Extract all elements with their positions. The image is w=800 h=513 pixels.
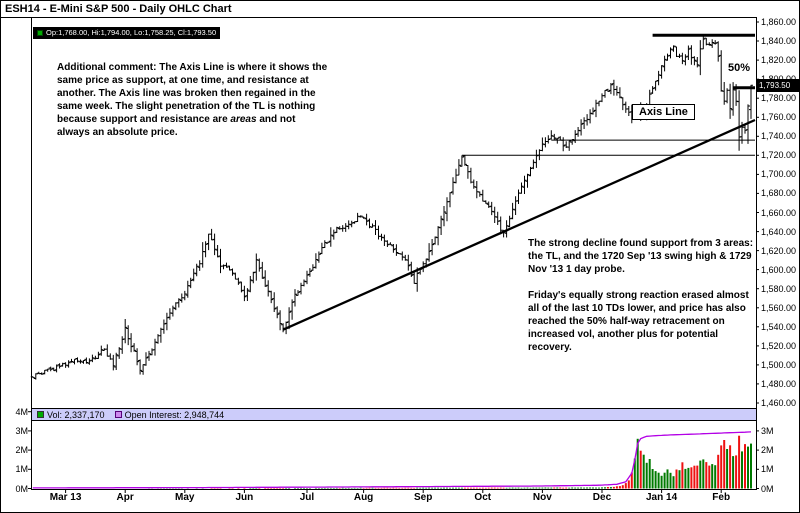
x-axis-month-label: Nov (532, 492, 552, 503)
price-axis-label: 1,460.00 (761, 398, 797, 408)
recovery-note: Friday's equally strong reaction erased … (528, 290, 749, 353)
price-axis-label: 1,520.00 (761, 340, 797, 351)
x-axis-month-label: Oct (474, 492, 492, 503)
comment-annotation: Additional comment: The Axis Line is whe… (57, 61, 329, 139)
open-interest-axis-label: 3M (761, 425, 774, 436)
x-axis-month-label: Mar 13 (49, 492, 82, 503)
price-axis-label: 1,760.00 (761, 112, 797, 123)
volume-axis-label: 4M (15, 406, 28, 417)
price-axis-label: 1,600.00 (761, 264, 797, 275)
price-axis-label: 1,500.00 (761, 359, 797, 370)
price-axis-label: 1,820.00 (761, 55, 797, 66)
volume-axis-label: 3M (15, 425, 28, 436)
price-axis-label: 1,540.00 (761, 321, 797, 332)
price-axis-label: 1,720.00 (761, 150, 797, 161)
open-interest-axis-label: 1M (761, 464, 774, 475)
last-price-tag: 1,793.50 (757, 79, 799, 92)
chart-title: ESH14 - E-Mini S&P 500 - Daily OHLC Char… (5, 3, 232, 15)
price-axis-label: 1,700.00 (761, 169, 797, 180)
x-axis-month-label: Jul (299, 492, 315, 503)
x-axis-month-label: Aug (353, 492, 374, 503)
price-axis-label: 1,660.00 (761, 207, 797, 218)
open-interest-legend: Open Interest: 2,948,744 (124, 409, 225, 420)
volume-pane[interactable] (31, 420, 757, 490)
x-axis-month-label: Jan 14 (646, 492, 678, 503)
price-axis-label: 1,480.00 (761, 378, 797, 389)
price-axis-label: 1,620.00 (761, 245, 797, 256)
series-swatch-icon (37, 30, 43, 36)
volume-axis-label: 1M (15, 464, 28, 475)
price-axis-label: 1,860.00 (761, 17, 797, 27)
price-axis-label: 1,560.00 (761, 302, 797, 313)
x-axis-month-label: Feb (712, 492, 731, 503)
volume-legend: Vol: 2,337,170 (47, 409, 105, 420)
x-axis-month-label: Sep (414, 492, 433, 503)
volume-axis-label: 0M (15, 483, 28, 494)
price-axis-label: 1,640.00 (761, 226, 797, 237)
axis-line-label: Axis Line (632, 104, 695, 120)
price-axis-label: 1,740.00 (761, 131, 797, 142)
x-axis-month-label: May (175, 492, 195, 503)
x-axis-month-label: Dec (592, 492, 612, 503)
price-axis-label: 1,840.00 (761, 36, 797, 47)
x-axis-month-label: Apr (116, 492, 134, 503)
volume-legend-band: Vol: 2,337,170 Open Interest: 2,948,744 (31, 408, 757, 421)
x-axis-month-label: Jun (235, 492, 254, 503)
volume-axis-label: 2M (15, 445, 28, 456)
support-note: The strong decline found support from 3 … (528, 238, 754, 275)
price-axis-label: 1,780.00 (761, 93, 797, 104)
ohlc-values: Op:1,768.00, Hi:1,794.00, Lo:1,758.25, C… (46, 28, 217, 37)
open-interest-axis-label: 2M (761, 445, 774, 456)
open-interest-axis-label: 0M (761, 483, 774, 494)
comment-text-italic: areas (230, 114, 257, 125)
fifty-percent-label: 50% (728, 62, 751, 74)
ohlc-badge: Op:1,768.00, Hi:1,794.00, Lo:1,758.25, C… (33, 27, 221, 39)
volume-swatch-icon (37, 411, 44, 418)
open-interest-swatch-icon (114, 411, 122, 418)
price-axis-label: 1,680.00 (761, 188, 797, 199)
notes-annotation: The strong decline found support from 3 … (528, 237, 756, 354)
price-axis-label: 1,580.00 (761, 283, 797, 294)
